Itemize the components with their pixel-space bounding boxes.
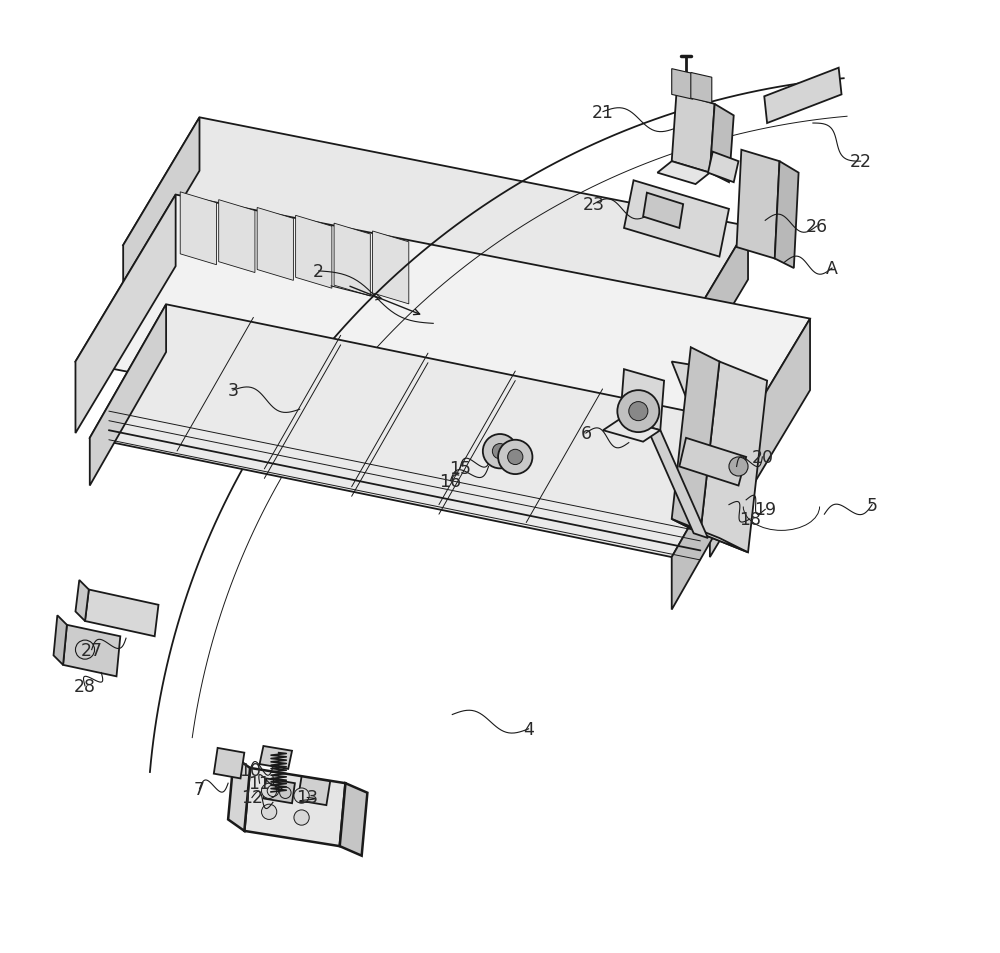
Polygon shape	[257, 209, 293, 281]
Polygon shape	[123, 118, 748, 355]
Polygon shape	[75, 195, 810, 486]
Polygon shape	[298, 777, 330, 805]
Polygon shape	[85, 590, 158, 637]
Polygon shape	[624, 181, 729, 257]
Text: 12: 12	[241, 789, 263, 806]
Polygon shape	[672, 424, 748, 610]
Circle shape	[498, 440, 532, 475]
Text: 6: 6	[580, 425, 591, 442]
Polygon shape	[710, 105, 734, 183]
Polygon shape	[672, 227, 748, 408]
Polygon shape	[75, 580, 89, 621]
Polygon shape	[643, 419, 708, 538]
Polygon shape	[260, 746, 292, 769]
Circle shape	[262, 804, 277, 820]
Text: 7: 7	[194, 781, 205, 798]
Text: 15: 15	[449, 460, 471, 477]
Polygon shape	[672, 519, 748, 553]
Polygon shape	[296, 216, 332, 289]
Text: 22: 22	[850, 153, 872, 171]
Polygon shape	[737, 151, 780, 259]
Polygon shape	[691, 73, 712, 104]
Polygon shape	[244, 768, 345, 846]
Text: 23: 23	[582, 196, 604, 213]
Text: 2: 2	[313, 263, 324, 280]
Polygon shape	[180, 193, 216, 266]
Polygon shape	[672, 362, 748, 486]
Text: 26: 26	[806, 218, 828, 235]
Polygon shape	[123, 118, 199, 299]
Text: 18: 18	[739, 511, 761, 528]
Polygon shape	[775, 162, 799, 269]
Polygon shape	[228, 757, 250, 831]
Polygon shape	[90, 305, 748, 558]
Text: 3: 3	[227, 382, 238, 399]
Polygon shape	[672, 70, 693, 100]
Polygon shape	[657, 162, 710, 185]
Polygon shape	[764, 69, 842, 124]
Circle shape	[483, 435, 517, 469]
Text: 27: 27	[81, 641, 103, 659]
Circle shape	[617, 391, 659, 433]
Circle shape	[508, 450, 523, 465]
Text: 20: 20	[751, 449, 773, 466]
Polygon shape	[373, 232, 409, 305]
Circle shape	[262, 783, 277, 799]
Text: 5: 5	[867, 497, 878, 514]
Polygon shape	[672, 348, 719, 534]
Polygon shape	[219, 200, 255, 274]
Text: 19: 19	[754, 501, 776, 518]
Polygon shape	[75, 195, 176, 434]
Polygon shape	[54, 616, 67, 665]
Polygon shape	[620, 370, 664, 431]
Text: 4: 4	[523, 720, 534, 738]
Polygon shape	[603, 419, 660, 442]
Text: 16: 16	[439, 473, 461, 490]
Text: 10: 10	[239, 761, 261, 779]
Circle shape	[492, 444, 508, 459]
Polygon shape	[710, 319, 810, 558]
Polygon shape	[340, 783, 367, 856]
Polygon shape	[214, 748, 244, 779]
Text: 13: 13	[296, 789, 318, 806]
Circle shape	[294, 788, 309, 803]
Polygon shape	[334, 224, 370, 296]
Polygon shape	[700, 362, 767, 553]
Circle shape	[629, 402, 648, 421]
Polygon shape	[63, 625, 120, 677]
Polygon shape	[263, 779, 295, 803]
Text: A: A	[826, 260, 838, 277]
Polygon shape	[90, 305, 166, 486]
Text: 21: 21	[592, 104, 614, 121]
Polygon shape	[679, 438, 746, 486]
Circle shape	[294, 810, 309, 825]
Polygon shape	[672, 93, 715, 173]
Circle shape	[729, 457, 748, 476]
Polygon shape	[708, 152, 738, 183]
Polygon shape	[643, 193, 683, 229]
Text: 11: 11	[249, 775, 271, 792]
Text: 28: 28	[74, 678, 96, 695]
